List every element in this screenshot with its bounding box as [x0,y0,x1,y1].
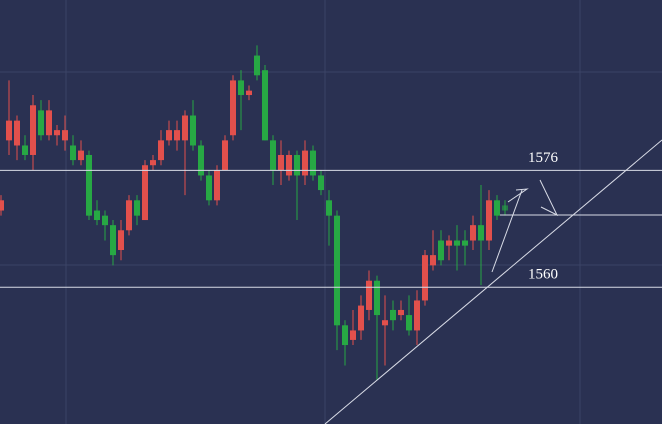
candle-body [78,150,84,161]
candle-body [446,240,452,246]
levels: 1576 1560 [0,150,662,288]
candle-body [278,154,284,171]
candle-body [238,80,244,96]
candle-body [134,200,140,216]
candle-body [414,300,420,331]
candle-body [14,120,20,146]
trend-line [324,139,662,424]
candle-body [174,130,180,141]
candle-body [94,210,100,221]
candle-body [430,255,436,266]
candle-body [422,255,428,301]
drawings [324,139,662,424]
candle-body [150,160,156,166]
candle-body [86,154,92,216]
candle-body [334,215,340,326]
candle-body [6,120,12,141]
arrow [507,188,529,203]
candle-body [214,170,220,201]
candle-body [318,175,324,191]
candle-body [142,165,148,221]
candle-body [382,320,388,326]
candle-body [246,90,252,96]
candle-body [438,240,444,261]
candle-body [102,215,108,226]
candle-body [230,80,236,136]
candle-body [70,145,76,161]
candle-body [158,140,164,161]
projection-line [491,189,523,273]
candle-body [398,309,404,316]
candle-body [262,70,268,141]
candle-body [270,140,276,171]
candle-body [310,150,316,176]
candle-body [30,105,36,155]
candle-body [0,200,4,211]
candle-body [46,110,52,136]
candle-body [62,130,68,141]
candle-body [494,200,500,216]
candle-body [22,145,28,155]
arrow [539,179,559,217]
candle-body [342,325,348,346]
candle-body [326,200,332,216]
candle-body [486,200,492,241]
candle-body [222,140,228,171]
candle-body [182,115,188,141]
candle-body [406,315,412,331]
candle-body [350,330,356,340]
candle-body [190,115,196,146]
candle-body [470,225,476,241]
candle-body [366,280,372,310]
candle-body [462,240,468,246]
candle-body [198,145,204,176]
candle-body [502,205,508,211]
candle-body [286,154,292,176]
candle-body [206,175,212,201]
candle-body [54,130,60,136]
candles [0,45,508,381]
candle-body [302,150,308,176]
candle-body [126,200,132,231]
candle-body [166,130,172,141]
candle-body [38,110,44,136]
candle-body [358,305,364,331]
level-label: 1560 [528,267,558,283]
level-label: 1576 [528,150,559,166]
candle-body [294,154,300,176]
candle-body [374,280,380,316]
candle-body [454,240,460,246]
candle-body [118,230,124,251]
candle-body [390,309,396,321]
candle-body [254,55,260,76]
candle-body [110,225,116,256]
candle-body [478,225,484,241]
